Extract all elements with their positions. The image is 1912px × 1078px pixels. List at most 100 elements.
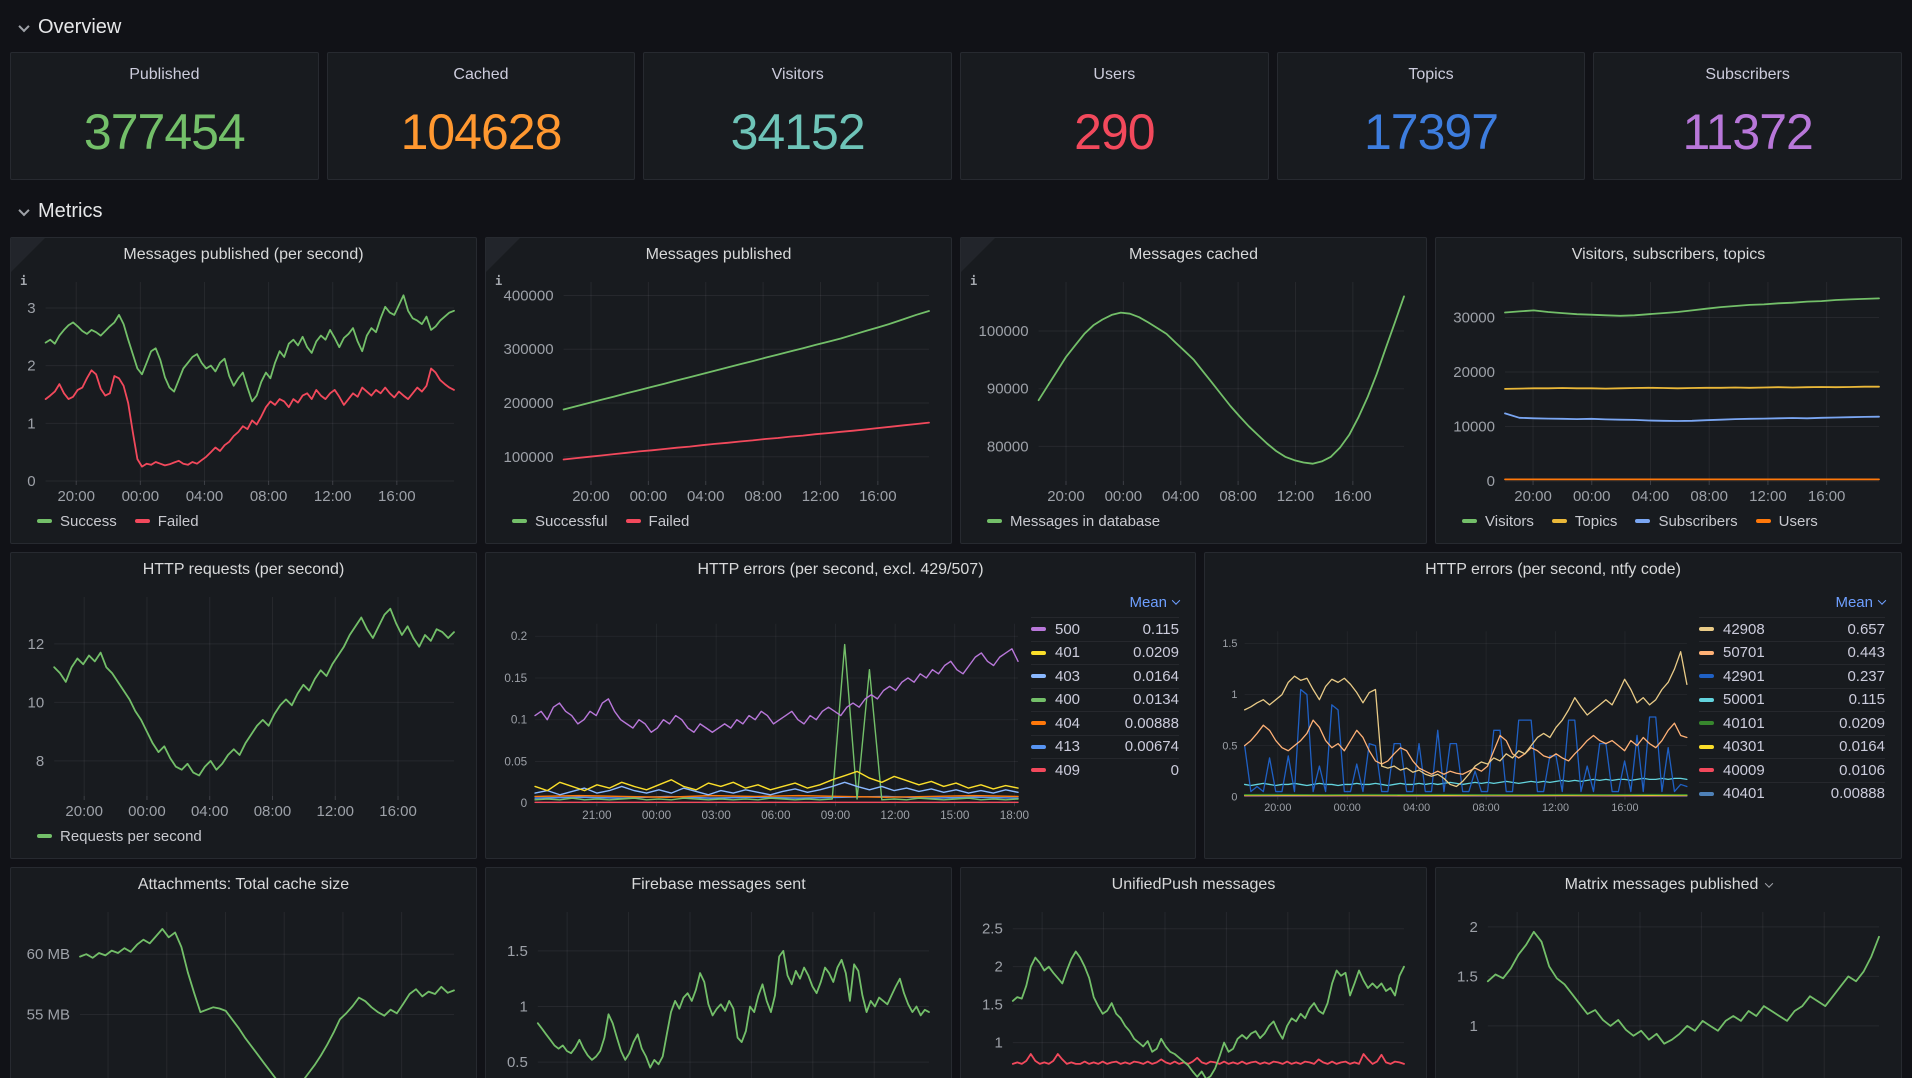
- legend-row-413[interactable]: 413 0.00674: [1031, 734, 1179, 759]
- svg-text:2.5: 2.5: [982, 921, 1003, 938]
- panel-unifiedpush-messages: UnifiedPush messages 2.521.5120:0000:000…: [960, 867, 1427, 1078]
- legend-row-40401[interactable]: 40401 0.00888: [1699, 781, 1885, 806]
- legend-item-success[interactable]: Success: [37, 513, 117, 530]
- legend-row-40009[interactable]: 40009 0.0106: [1699, 758, 1885, 782]
- legend-row-404[interactable]: 404 0.00888: [1031, 711, 1179, 735]
- legend-item-topics[interactable]: Topics: [1551, 513, 1617, 530]
- legend-row-401[interactable]: 401 0.0209: [1031, 640, 1179, 665]
- stats-row: Published 377454 Cached 104628 Visitors …: [10, 52, 1902, 180]
- legend-row-50701[interactable]: 50701 0.443: [1699, 640, 1885, 665]
- svg-text:400000: 400000: [504, 287, 554, 304]
- panel-title[interactable]: UnifiedPush messages: [1111, 876, 1276, 893]
- stat-label: Cached: [453, 66, 509, 83]
- svg-text:0: 0: [521, 797, 528, 810]
- legend-row-50001[interactable]: 50001 0.115: [1699, 687, 1885, 712]
- legend-row-400[interactable]: 400 0.0134: [1031, 687, 1179, 712]
- legend-row-403[interactable]: 403 0.0164: [1031, 664, 1179, 688]
- section-title: Metrics: [38, 200, 103, 222]
- panel-title[interactable]: Messages cached: [1129, 246, 1258, 263]
- timeseries-chart[interactable]: 30000 20000 10000 0 20:00 00:00 04:00 08:00 12:0…: [1444, 272, 1893, 509]
- legend-label: 409: [1055, 761, 1081, 779]
- legend-swatch: [1699, 674, 1714, 679]
- legend-swatch: [512, 519, 527, 523]
- legend-swatch: [134, 519, 150, 523]
- legend-item-visitors[interactable]: Visitors: [1462, 513, 1534, 530]
- legend-item-messages-in-database[interactable]: Messages in database: [987, 513, 1160, 530]
- section-metrics[interactable]: Metrics: [10, 180, 1902, 237]
- stat-value: 11372: [1682, 103, 1813, 160]
- legend-item-subscribers[interactable]: Subscribers: [1635, 512, 1738, 530]
- legend-mean-header[interactable]: Mean: [1699, 587, 1887, 617]
- legend-row-409[interactable]: 409 0: [1031, 758, 1179, 782]
- legend-item-failed[interactable]: Failed: [134, 513, 199, 530]
- legend-row-42908[interactable]: 42908 0.657: [1699, 617, 1885, 641]
- legend-item-successful[interactable]: Successful: [512, 513, 608, 530]
- svg-text:06:00: 06:00: [761, 809, 791, 822]
- legend-label: Subscribers: [1658, 512, 1738, 530]
- legend-label: 42908: [1723, 620, 1765, 638]
- stat-label: Visitors: [771, 66, 824, 83]
- timeseries-chart[interactable]: 400000 300000 200000 100000 20:00 00:00 04:00 0…: [494, 272, 943, 509]
- legend-swatch: [1699, 627, 1714, 632]
- timeseries-chart[interactable]: 100000 90000 80000 20:00 00:00 04:00 08:00 12:0…: [969, 272, 1418, 509]
- panel-title[interactable]: HTTP errors (per second, excl. 429/507): [697, 561, 984, 578]
- svg-text:20:00: 20:00: [1514, 488, 1552, 505]
- svg-text:12:00: 12:00: [802, 488, 840, 505]
- legend-label: Successful: [535, 512, 608, 530]
- legend-mean-value: 0: [1170, 761, 1179, 779]
- legend-swatch: [1031, 697, 1046, 702]
- panel-title[interactable]: Firebase messages sent: [631, 876, 806, 893]
- legend-label: 40009: [1723, 761, 1765, 779]
- svg-text:30000: 30000: [1453, 309, 1495, 326]
- legend-row-40101[interactable]: 40101 0.0209: [1699, 711, 1885, 735]
- legend-label: Visitors: [1485, 512, 1534, 530]
- legend-swatch: [1031, 674, 1046, 679]
- panel-title[interactable]: Messages published (per second): [123, 246, 364, 263]
- panel-title[interactable]: Visitors, subscribers, topics: [1571, 246, 1766, 263]
- legend-swatch: [1699, 744, 1714, 749]
- legend-item-requests-per-second[interactable]: Requests per second: [37, 828, 202, 845]
- legend-label: 404: [1055, 714, 1081, 732]
- stat-label: Users: [1093, 66, 1136, 83]
- chart-legend: Success Failed: [19, 509, 468, 539]
- panel-title[interactable]: HTTP requests (per second): [142, 561, 345, 578]
- svg-text:03:00: 03:00: [701, 809, 731, 822]
- panel-title[interactable]: HTTP errors (per second, ntfy code): [1425, 561, 1681, 578]
- legend-item-failed[interactable]: Failed: [625, 513, 689, 530]
- section-overview[interactable]: Overview: [10, 0, 1902, 52]
- legend-label: 500: [1055, 620, 1081, 638]
- chevron-down-icon: [1765, 879, 1774, 888]
- legend-swatch: [1462, 519, 1477, 523]
- timeseries-chart[interactable]: 12 10 8 20:00 00:00 04:00 08:00 12:00 16:00: [19, 587, 468, 824]
- panel-title[interactable]: Attachments: Total cache size: [137, 876, 350, 893]
- timeseries-chart[interactable]: 1.5 1 0.5 0 20:00 00:00 04:00 08:00 12:00 16:00: [1213, 587, 1697, 854]
- svg-text:8: 8: [36, 753, 44, 770]
- legend-row-500[interactable]: 500 0.115: [1031, 617, 1179, 641]
- legend-label: 50701: [1723, 644, 1765, 662]
- legend-label: 40401: [1723, 785, 1765, 803]
- legend-row-40301[interactable]: 40301 0.0164: [1699, 734, 1885, 759]
- panel-messages-published: i Messages published 400000 300000 200000 1…: [485, 237, 952, 544]
- info-corner-icon[interactable]: i: [961, 238, 995, 288]
- panel-title[interactable]: Matrix messages published: [1436, 868, 1901, 902]
- metrics-row-3: Attachments: Total cache size 60 MB 55 MB…: [10, 867, 1902, 1078]
- svg-text:1.5: 1.5: [507, 943, 528, 960]
- timeseries-chart[interactable]: 3 2 1 0 20:00 00:00 04:00 08:00 12:00 16:00: [19, 272, 468, 509]
- legend-row-42901[interactable]: 42901 0.237: [1699, 664, 1885, 688]
- svg-text:16:00: 16:00: [378, 488, 416, 505]
- legend-mean-header[interactable]: Mean: [1031, 587, 1181, 617]
- timeseries-chart[interactable]: 0.2 0.15 0.1 0.05 0 21:00 00:00 03:00 06:00 09:00…: [494, 587, 1029, 854]
- legend-item-users[interactable]: Users: [1755, 513, 1818, 530]
- info-corner-icon[interactable]: i: [486, 238, 520, 288]
- legend-mean-value: 0.0164: [1133, 667, 1179, 685]
- svg-text:18:00: 18:00: [1000, 809, 1029, 822]
- info-corner-icon[interactable]: i: [11, 238, 45, 288]
- panel-title[interactable]: Messages published: [645, 246, 792, 263]
- panel-matrix-messages: Matrix messages published 21.5120:0000:0…: [1435, 867, 1902, 1078]
- svg-text:04:00: 04:00: [687, 488, 725, 505]
- chart-legend: Visitors Topics Subscribers Users: [1444, 509, 1893, 539]
